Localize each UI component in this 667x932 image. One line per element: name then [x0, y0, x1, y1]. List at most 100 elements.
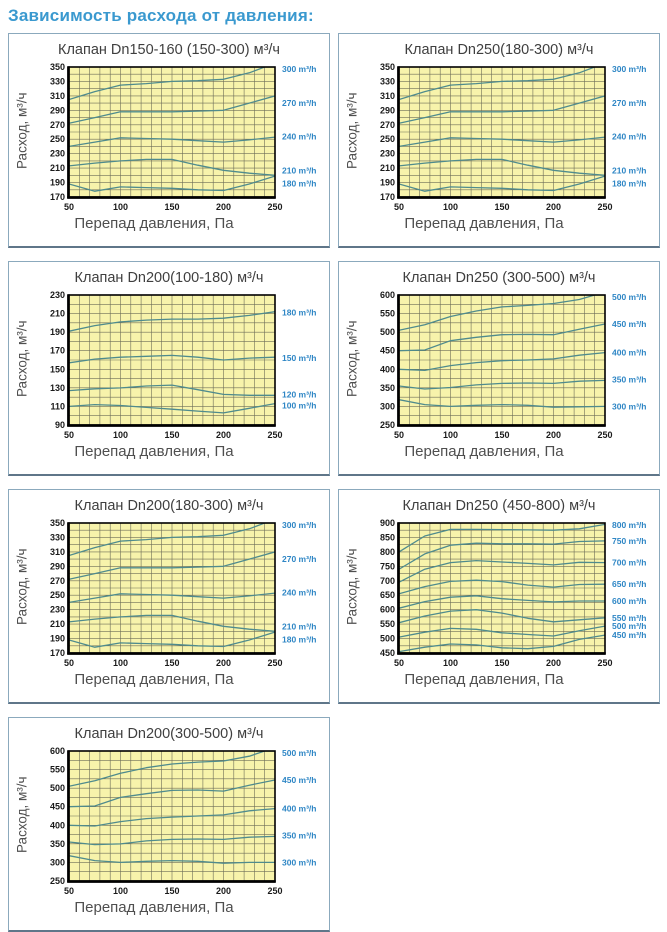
x-tick-label: 50 — [394, 202, 404, 212]
y-tick-label: 450 — [50, 802, 65, 812]
series-label: 400 m³/h — [612, 348, 647, 358]
x-tick-label: 150 — [494, 658, 509, 668]
chart-row: Расход, м³/ч 170 190 210 230 250 270 290 310 330… — [11, 518, 327, 670]
series-group — [69, 523, 275, 648]
series-line — [69, 384, 275, 396]
x-tick-label: 250 — [267, 202, 282, 212]
y-tick-label: 330 — [50, 76, 65, 86]
x-tick-label: 100 — [113, 886, 128, 896]
series-label: 400 m³/h — [282, 804, 317, 814]
y-tick-label: 150 — [50, 364, 65, 374]
x-tick-label: 50 — [64, 430, 74, 440]
series-group — [69, 311, 275, 414]
series-label: 270 m³/h — [282, 98, 317, 108]
y-tick-label: 600 — [380, 290, 395, 300]
series-group — [399, 523, 605, 653]
y-tick-label: 250 — [50, 876, 65, 886]
x-axis-title: Перепад давления, Па — [74, 215, 234, 232]
series-line — [399, 67, 605, 101]
x-axis-title: Перепад давления, Па — [74, 443, 234, 460]
chart-title: Клапан Dn150-160 (150-300) м³/ч — [58, 42, 280, 58]
chart-title: Клапан Dn200(300-500) м³/ч — [74, 726, 264, 742]
series-label: 450 m³/h — [612, 630, 647, 640]
y-axis-title: Расход, м³/ч — [14, 92, 30, 170]
y-tick-label: 210 — [50, 163, 65, 173]
series-label: 750 m³/h — [612, 536, 647, 546]
series-line — [69, 136, 275, 148]
series-label: 300 m³/h — [612, 64, 647, 74]
y-tick-label: 450 — [380, 346, 395, 356]
x-tick-label: 150 — [494, 430, 509, 440]
y-tick-label: 250 — [50, 134, 65, 144]
series-label: 500 m³/h — [612, 621, 647, 631]
chart-row: Расход, м³/ч 450 500 550 600 650 700 750 800 850… — [341, 518, 657, 670]
series-line — [69, 835, 275, 846]
y-tick-label: 230 — [50, 605, 65, 615]
chart-plot: 90 110 130 150 170 190 210 230 50 100 150 200 250 180… — [50, 290, 317, 440]
chart-card-6: Клапан Dn250 (450-800) м³/ч Расход, м³/ч… — [338, 489, 660, 704]
series-label: 800 m³/h — [612, 520, 647, 530]
x-tick-label: 250 — [267, 658, 282, 668]
series-label: 240 m³/h — [612, 131, 647, 141]
series-line — [399, 399, 605, 408]
y-tick-label: 270 — [50, 120, 65, 130]
series-line — [399, 351, 605, 372]
series-line — [399, 579, 605, 595]
y-tick-label: 900 — [380, 518, 395, 528]
x-tick-label: 150 — [164, 202, 179, 212]
y-tick-label: 600 — [50, 746, 65, 756]
series-line — [69, 67, 275, 101]
chart-title: Клапан Dn250 (450-800) м³/ч — [402, 498, 596, 514]
x-tick-label: 50 — [64, 202, 74, 212]
x-tick-label: 150 — [494, 202, 509, 212]
chart-card-3: Клапан Dn200(100-180) м³/ч Расход, м³/ч … — [8, 261, 330, 476]
x-axis-title: Перепад давления, Па — [74, 671, 234, 688]
series-label: 100 m³/h — [282, 401, 317, 411]
x-tick-label: 150 — [164, 430, 179, 440]
series-line — [399, 625, 605, 638]
series-line — [399, 136, 605, 148]
chart-plot: 250 300 350 400 450 500 550 600 50 100 150 200 250 50… — [50, 746, 317, 896]
series-label: 500 m³/h — [612, 292, 647, 302]
y-tick-label: 550 — [380, 619, 395, 629]
y-tick-label: 210 — [50, 309, 65, 319]
series-label: 600 m³/h — [612, 596, 647, 606]
series-label: 650 m³/h — [612, 579, 647, 589]
y-tick-label: 230 — [380, 149, 395, 159]
x-tick-label: 200 — [216, 886, 231, 896]
series-line — [69, 354, 275, 364]
series-label: 270 m³/h — [612, 98, 647, 108]
y-tick-label: 190 — [50, 634, 65, 644]
chart-card-7: Клапан Dn200(300-500) м³/ч Расход, м³/ч … — [8, 717, 330, 932]
series-line — [399, 540, 605, 570]
grid-lines — [68, 66, 276, 198]
y-tick-label: 170 — [50, 648, 65, 658]
chart-card-5: Клапан Dn200(180-300) м³/ч Расход, м³/ч … — [8, 489, 330, 704]
y-tick-label: 800 — [380, 547, 395, 557]
chart-title: Клапан Dn200(180-300) м³/ч — [74, 498, 264, 514]
y-tick-label: 330 — [380, 76, 395, 86]
y-axis-title: Расход, м³/ч — [14, 320, 30, 398]
x-tick-label: 50 — [394, 430, 404, 440]
series-label: 350 m³/h — [282, 831, 317, 841]
y-tick-label: 290 — [380, 105, 395, 115]
series-label: 180 m³/h — [282, 634, 317, 644]
series-line — [69, 402, 275, 414]
x-tick-label: 200 — [546, 658, 561, 668]
y-tick-label: 500 — [380, 327, 395, 337]
chart-row: Расход, м³/ч 170 190 210 230 250 270 290 310 330… — [11, 62, 327, 214]
y-axis-title: Расход, м³/ч — [14, 548, 30, 626]
series-label: 450 m³/h — [282, 775, 317, 785]
series-line — [399, 295, 605, 331]
y-tick-label: 170 — [50, 192, 65, 202]
x-tick-label: 150 — [164, 658, 179, 668]
y-tick-label: 450 — [380, 648, 395, 658]
series-label: 500 m³/h — [282, 748, 317, 758]
y-tick-label: 500 — [50, 783, 65, 793]
y-tick-label: 310 — [50, 547, 65, 557]
grid-lines — [68, 522, 276, 654]
chart-plot: 450 500 550 600 650 700 750 800 850 900 50 100 150 20… — [380, 518, 647, 668]
y-tick-label: 750 — [380, 561, 395, 571]
y-tick-label: 310 — [380, 91, 395, 101]
